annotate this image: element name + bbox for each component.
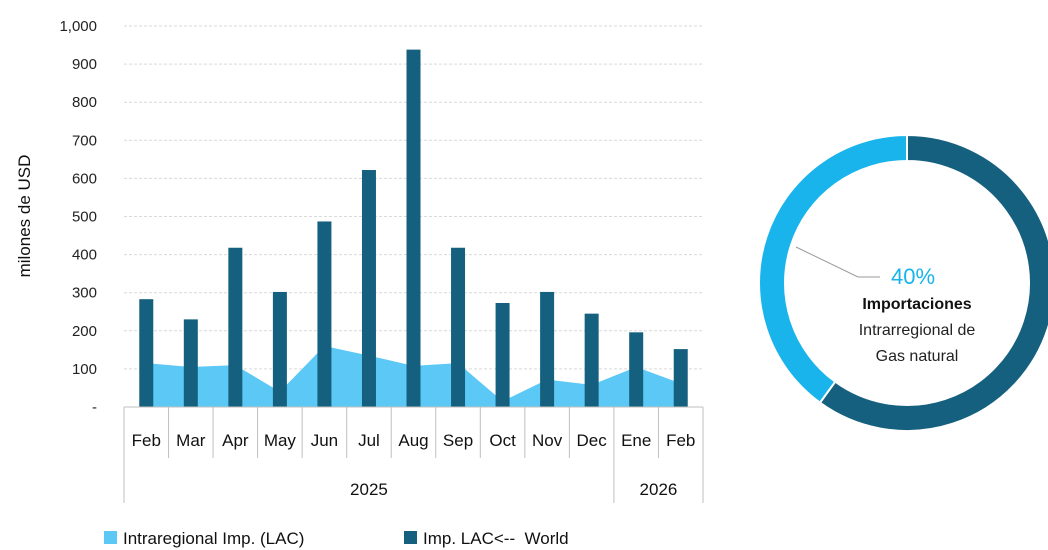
x-tick-label: Apr [222, 431, 249, 450]
x-year-label: 2026 [640, 480, 678, 499]
legend-label-intraregional: Intraregional Imp. (LAC) [123, 529, 304, 548]
bar-sep [451, 247, 466, 407]
x-year-label: 2025 [350, 480, 388, 499]
x-tick-label: Mar [176, 431, 206, 450]
donut-percent-label: 40% [891, 264, 935, 289]
annotation-leader-line [795, 246, 880, 278]
bar-feb [673, 349, 688, 407]
bar-apr [228, 247, 243, 407]
x-axis: Feb Mar Apr May Jun Jul Aug Sep Oct Nov Dec Ene Feb 2… [123, 406, 704, 503]
x-tick-label: Jun [311, 431, 338, 450]
y-axis-label: milones de USD [15, 155, 34, 278]
y-tick-label: 1,000 [59, 18, 97, 35]
donut-title-label: Importaciones [862, 296, 971, 313]
x-tick-label: Ene [621, 431, 651, 450]
bar-may [272, 291, 287, 407]
y-tick-label: 900 [72, 56, 97, 73]
gridlines [124, 25, 703, 370]
bar-jun [317, 221, 332, 407]
bar-series-world [139, 49, 688, 407]
x-tick-label: Aug [398, 431, 428, 450]
y-tick-label: 800 [72, 94, 97, 111]
bar-feb [139, 299, 154, 407]
x-tick-label: Oct [489, 431, 516, 450]
y-tick-label: 500 [72, 209, 97, 226]
y-tick-label: 300 [72, 285, 97, 302]
bar-ene [629, 332, 644, 407]
bar-jul [361, 170, 376, 407]
x-tick-label: Dec [577, 431, 608, 450]
y-tick-label: 600 [72, 170, 97, 187]
bar-dec [584, 313, 599, 407]
x-tick-label: Jul [358, 431, 380, 450]
x-tick-label: May [264, 431, 297, 450]
y-tick-label: 400 [72, 247, 97, 264]
legend: Intraregional Imp. (LAC) Imp. LAC<-- Wor… [104, 529, 569, 548]
legend-swatch-intraregional [104, 531, 117, 544]
donut-subtitle-line1: Intrarregional de [859, 322, 976, 339]
donut-subtitle-line2: Gas natural [876, 348, 959, 365]
bar-mar [183, 319, 198, 407]
x-tick-label: Nov [532, 431, 563, 450]
x-tick-label: Feb [666, 431, 695, 450]
y-tick-label: 700 [72, 132, 97, 149]
y-tick-label: 100 [72, 361, 97, 378]
legend-label-world: Imp. LAC<-- World [423, 529, 569, 548]
donut-slice-1 [818, 133, 1048, 432]
x-tick-label: Feb [132, 431, 161, 450]
bar-oct [495, 302, 510, 407]
donut-chart [758, 133, 1048, 432]
y-tick-label: 200 [72, 323, 97, 340]
y-axis-ticks: - 100 200 300 400 500 600 700 800 900 1,000 [59, 18, 97, 416]
y-tick-label: - [92, 399, 97, 416]
legend-swatch-world [404, 531, 417, 544]
bar-aug [406, 49, 421, 407]
bar-nov [540, 291, 555, 407]
x-tick-label: Sep [443, 431, 473, 450]
